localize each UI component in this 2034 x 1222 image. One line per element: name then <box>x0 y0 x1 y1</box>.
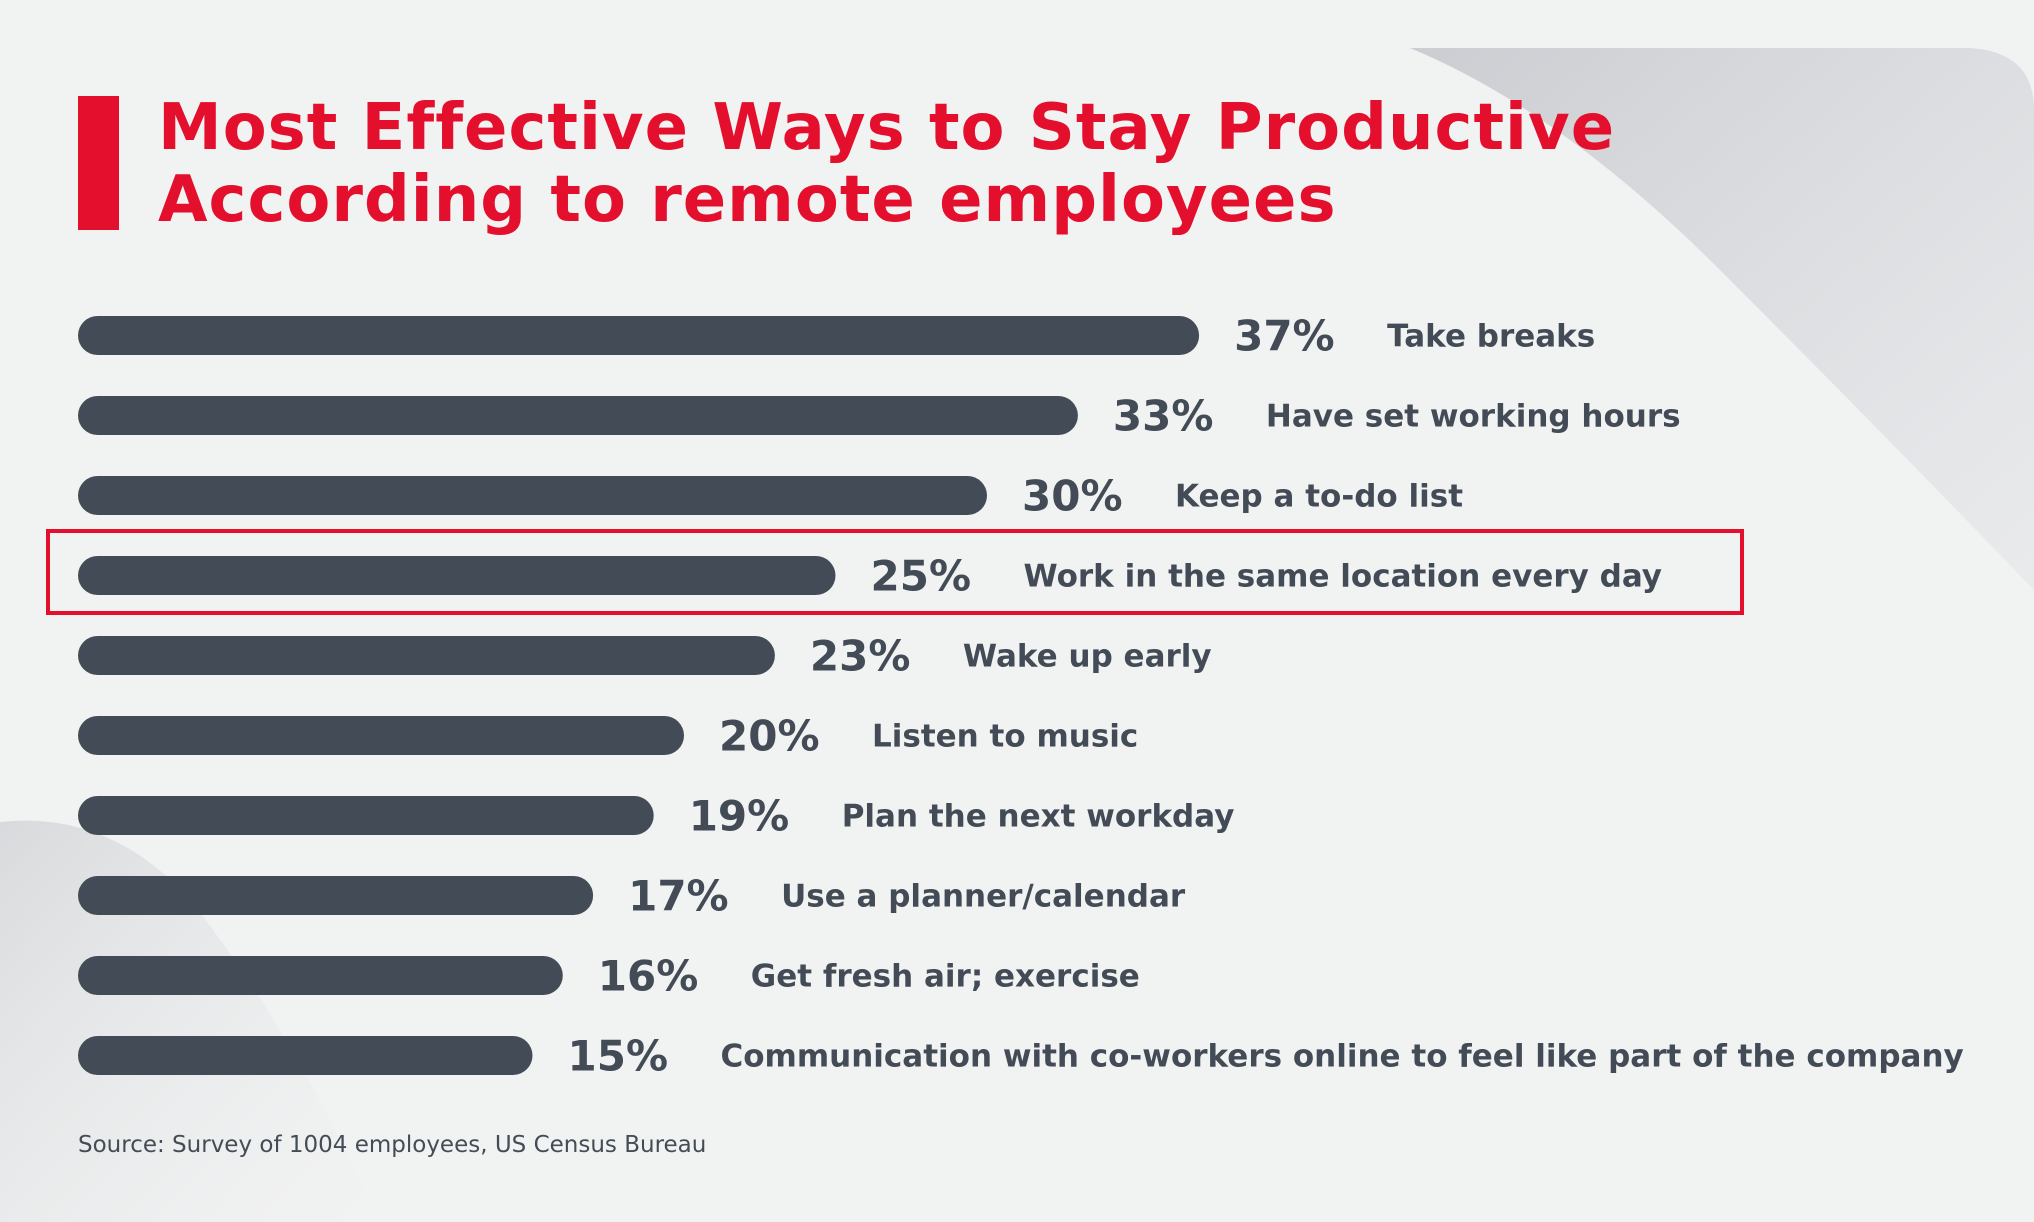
bar-row: 20% Listen to music <box>78 712 1138 761</box>
bar-row: 16% Get fresh air; exercise <box>78 952 1140 1001</box>
bar <box>78 1036 533 1075</box>
category-label: Work in the same location every day <box>1024 559 1663 595</box>
category-label: Use a planner/calendar <box>781 879 1186 915</box>
chart-title: Most Effective Ways to Stay Productive A… <box>158 92 1978 236</box>
bar <box>78 796 654 835</box>
bar-row: 37% Take breaks <box>78 312 1595 361</box>
value-label: 17% <box>628 872 729 921</box>
category-label: Get fresh air; exercise <box>751 959 1140 995</box>
bar <box>78 956 563 995</box>
bar <box>78 316 1200 355</box>
bar-row: 23% Wake up early <box>78 632 1212 681</box>
bottom-left-swoosh <box>0 820 380 1222</box>
value-label: 30% <box>1022 472 1123 521</box>
bar-row: 25% Work in the same location every day <box>78 552 1662 601</box>
value-label: 25% <box>871 552 972 601</box>
category-label: Listen to music <box>872 719 1138 755</box>
highlight-box <box>46 529 1744 615</box>
category-label: Have set working hours <box>1266 399 1681 435</box>
source-note: Source: Survey of 1004 employees, US Cen… <box>78 1132 707 1158</box>
value-label: 19% <box>689 792 790 841</box>
bar <box>78 556 836 595</box>
bar-row: 17% Use a planner/calendar <box>78 872 1186 921</box>
value-label: 37% <box>1234 312 1335 361</box>
value-label: 20% <box>719 712 820 761</box>
bar <box>78 636 775 675</box>
bar <box>78 716 684 755</box>
value-label: 23% <box>810 632 911 681</box>
value-label: 16% <box>598 952 699 1001</box>
bar <box>78 476 987 515</box>
bar-row: 19% Plan the next workday <box>78 792 1234 841</box>
title-accent-bar <box>78 96 119 230</box>
value-label: 33% <box>1113 392 1214 441</box>
value-label: 15% <box>568 1032 669 1081</box>
bar <box>78 876 594 915</box>
bar-row: 30% Keep a to-do list <box>78 472 1463 521</box>
top-right-swoosh <box>1410 48 2034 590</box>
category-label: Take breaks <box>1387 319 1595 355</box>
category-label: Plan the next workday <box>842 799 1235 835</box>
bar-row: 33% Have set working hours <box>78 392 1681 441</box>
category-label: Communication with co-workers online to … <box>721 1039 1964 1075</box>
bar-row: 15% Communication with co-workers online … <box>78 1032 1964 1081</box>
title-line-2: According to remote employees <box>158 163 1337 237</box>
title-line-1: Most Effective Ways to Stay Productive <box>158 91 1616 165</box>
bar <box>78 396 1078 435</box>
category-label: Keep a to-do list <box>1175 479 1463 515</box>
category-label: Wake up early <box>963 639 1212 675</box>
